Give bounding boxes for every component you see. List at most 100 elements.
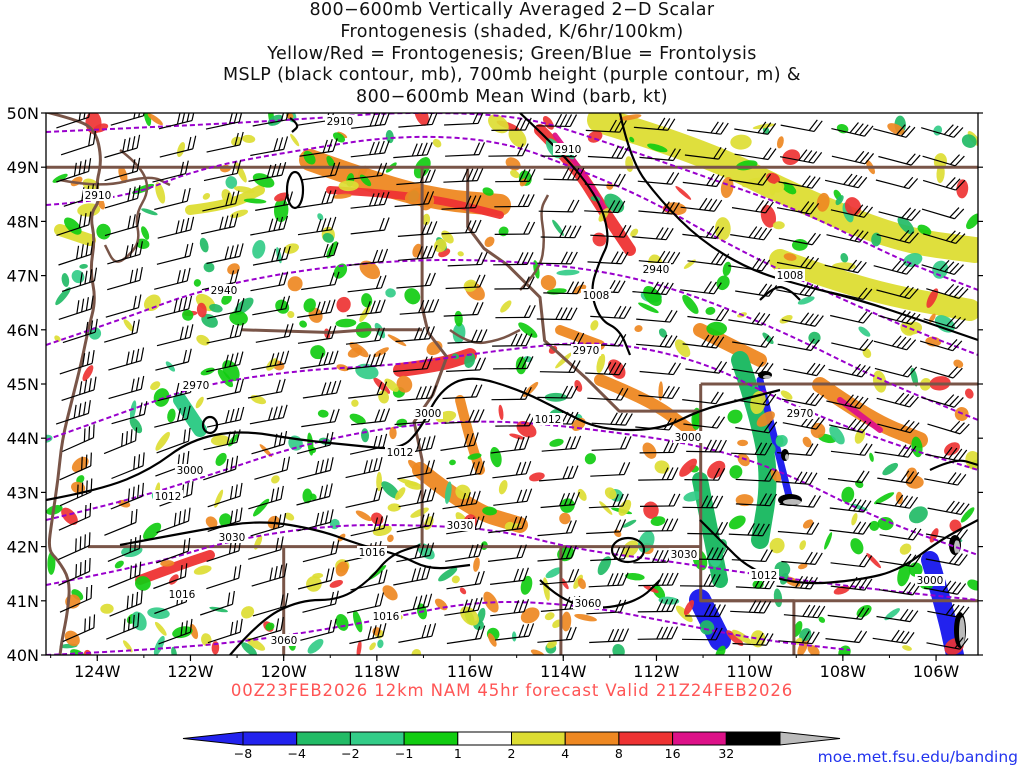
frontogenesis-cell (252, 239, 266, 259)
svg-text:3030: 3030 (447, 520, 474, 532)
wind-barb (878, 310, 921, 325)
wind-barb (925, 446, 968, 462)
frontolysis-band (173, 393, 207, 437)
frontogenesis-cell (219, 513, 232, 527)
wind-barb (682, 495, 724, 509)
frontogenesis-cell (775, 434, 788, 448)
wind-barb (298, 189, 337, 209)
frontogenesis-cell (434, 238, 447, 253)
frontogenesis-cell (741, 177, 763, 188)
frontogenesis-cell (382, 585, 398, 601)
wind-barb (155, 295, 193, 318)
wind-barb (777, 522, 820, 535)
wind-barb (922, 154, 965, 167)
wind-barb (396, 272, 436, 289)
wind-barb (59, 584, 93, 613)
wind-barb (687, 252, 730, 266)
frontogenesis-cell (487, 633, 497, 647)
title-line-5: 800−600mb Mean Wind (barb, kt) (356, 87, 668, 108)
frontogenesis-cell (782, 149, 801, 166)
frontogenesis-cell (869, 520, 880, 531)
wind-barb (637, 518, 679, 532)
frontogenesis-cell (961, 134, 977, 148)
wind-barb (56, 113, 92, 129)
wind-barb (540, 491, 581, 509)
mslp-contour (699, 519, 978, 585)
frontogenesis-cell (769, 537, 785, 554)
colorbar-segment (725, 731, 781, 746)
colorbar-label: 16 (665, 746, 681, 761)
frontogenesis-cell (559, 512, 571, 525)
wind-barb (731, 200, 774, 214)
svg-text:3030: 3030 (219, 532, 246, 544)
wind-barb (637, 626, 679, 640)
frontogenesis-cell (329, 579, 343, 588)
wind-barb (781, 551, 823, 566)
wind-barb (588, 493, 629, 509)
frontogenesis-cell (933, 125, 943, 136)
frontogenesis-cell (329, 518, 340, 530)
frontogenesis-cell (205, 516, 218, 529)
wind-barb (103, 427, 138, 455)
wind-barb (637, 172, 680, 185)
wind-barb (59, 452, 92, 481)
frontogenesis-cell (770, 468, 782, 483)
frontogenesis-cell (432, 138, 442, 148)
colorbar-segment (349, 731, 405, 746)
frontogenesis-cell (540, 274, 557, 291)
colorbar-segment (296, 731, 351, 746)
svg-text:1008: 1008 (777, 270, 804, 282)
height-contour-label: 3060 (269, 634, 299, 647)
wind-barb (538, 199, 580, 213)
frontogenesis-cell (253, 498, 270, 517)
wind-barb (252, 295, 291, 316)
height-contour-label: 2970 (571, 344, 601, 357)
wind-barb (441, 219, 482, 235)
wind-barb (301, 271, 340, 291)
frontogenesis-cell (155, 431, 170, 451)
wind-barb (873, 259, 916, 275)
svg-text:1012: 1012 (535, 414, 562, 426)
frontogenesis-cell (674, 339, 691, 358)
wind-barb (874, 365, 918, 378)
svg-text:1016: 1016 (373, 611, 400, 623)
wind-barb (685, 361, 728, 374)
lat-label: 40N (7, 646, 39, 665)
svg-text:3000: 3000 (917, 575, 944, 587)
wind-barb (828, 363, 871, 378)
frontogenesis-cell (196, 334, 210, 346)
wind-barb (680, 197, 723, 212)
wind-barb (734, 121, 777, 135)
frontogenesis-cell (451, 575, 460, 584)
wind-barb (349, 248, 389, 266)
wind-barb (398, 487, 437, 508)
wind-barb (543, 167, 585, 181)
wind-barb (156, 537, 191, 564)
frontogenesis-cell (877, 516, 894, 531)
frontogenesis-cell (376, 471, 383, 492)
frontogenesis-cell (509, 433, 525, 440)
wind-barb (876, 608, 919, 623)
wind-barb (105, 294, 142, 318)
mslp-closed-contour (610, 536, 646, 564)
wind-barb (446, 570, 485, 590)
frontogenesis-cell (377, 639, 384, 649)
wind-barb (919, 339, 963, 352)
frontogenesis-cell (897, 216, 915, 235)
wind-barb (590, 546, 631, 562)
wind-barb (443, 168, 484, 183)
frontogenesis-cell (351, 399, 359, 407)
frontogenesis-cell (171, 646, 177, 655)
wind-barb (248, 485, 284, 510)
frontogenesis-cell (929, 313, 936, 323)
frontogenesis-cell (141, 208, 158, 216)
frontogenesis-band (54, 224, 96, 246)
frontogenesis-cell (871, 232, 882, 247)
credit-link[interactable]: moe.met.fsu.edu/banding (817, 748, 1018, 766)
frontogenesis-cell (387, 534, 394, 543)
wind-barb (921, 394, 964, 408)
svg-text:2910: 2910 (555, 144, 582, 156)
frontogenesis-cell (332, 132, 346, 143)
colorbar: −8 −4 −2 −1 1 2 4 8 16 32 (182, 731, 841, 761)
frontogenesis-cell (840, 253, 849, 263)
